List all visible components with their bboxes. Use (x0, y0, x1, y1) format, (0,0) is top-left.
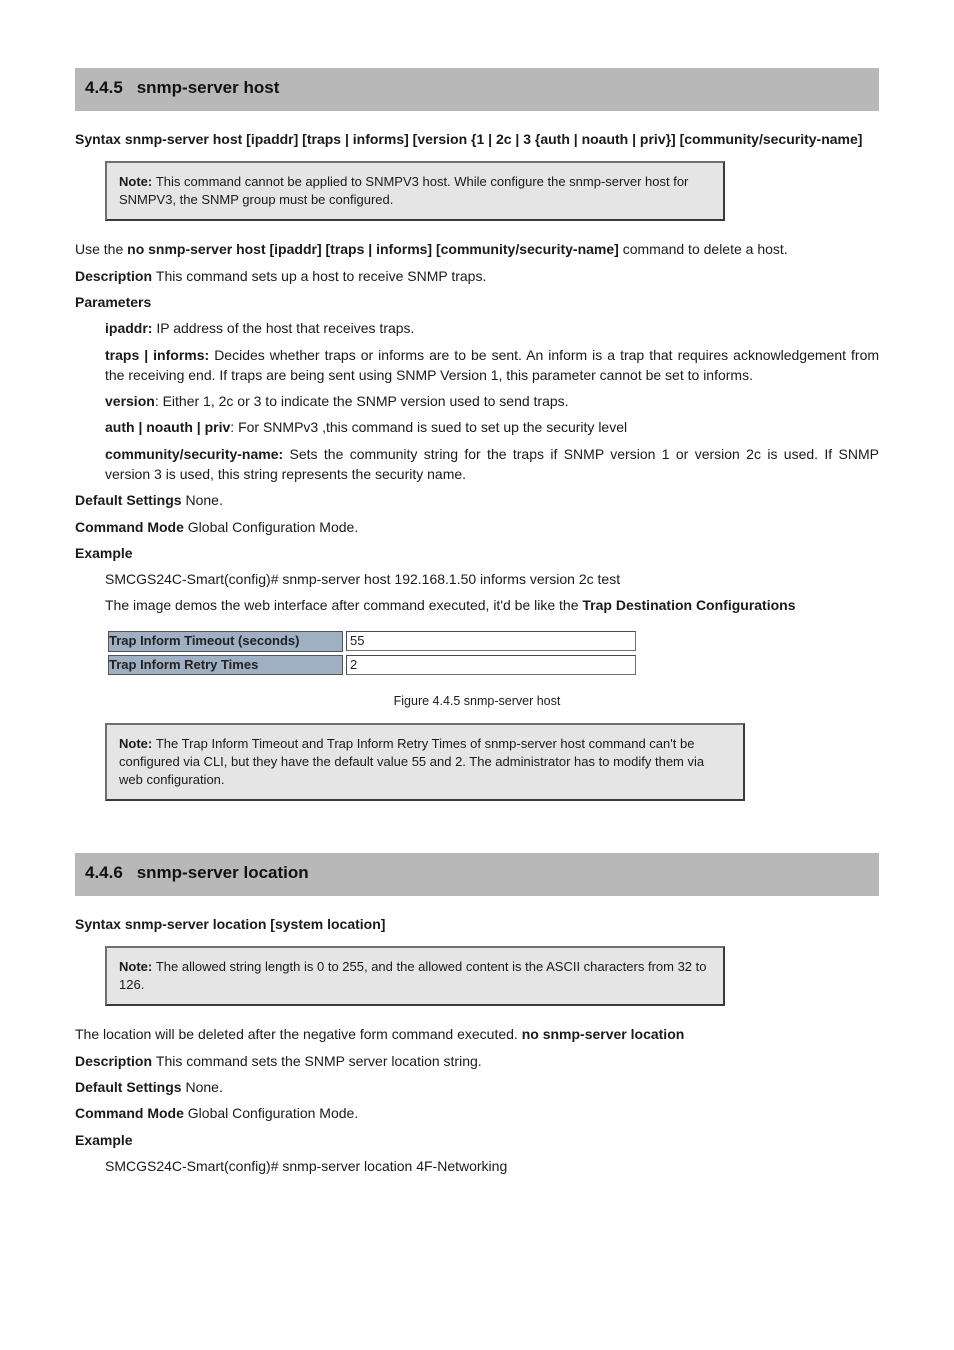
example-cmd-location: SMCGS24C-Smart(config)# snmp-server loca… (105, 1156, 879, 1176)
param-text: For SNMPv3 ,this command is sued to set … (238, 419, 627, 435)
param-label: ipaddr: (105, 320, 152, 336)
removal-line-host: Use the no snmp-server host [ipaddr] [tr… (75, 239, 879, 259)
defaults-line-host: Default Settings None. (75, 490, 879, 510)
param-traps-informs: traps | informs: Decides whether traps o… (105, 345, 879, 386)
figure-caption-host: Figure 4.4.5 snmp-server host (75, 692, 879, 710)
example-cmd-host: SMCGS24C-Smart(config)# snmp-server host… (105, 569, 879, 589)
section-number: 4.4.5 (85, 78, 123, 97)
defaults-text: None. (185, 492, 222, 508)
example-heading-host: Example (75, 543, 879, 563)
param-text: Decides whether traps or informs are to … (105, 347, 879, 383)
note2-text: The Trap Inform Timeout and Trap Inform … (119, 736, 704, 787)
param-auth: auth | noauth | priv: For SNMPv3 ,this c… (105, 417, 879, 437)
mode-text: Global Configuration Mode. (188, 519, 358, 535)
param-community: community/security-name: Sets the commun… (105, 444, 879, 485)
note-box-host-2: Note: The Trap Inform Timeout and Trap I… (105, 723, 745, 802)
param-label: traps | informs: (105, 347, 209, 363)
defaults-text: None. (185, 1079, 222, 1095)
table-row: Trap Inform Retry Times (108, 655, 636, 676)
note-text: This command cannot be applied to SNMPV3… (119, 174, 688, 207)
mode-line-host: Command Mode Global Configuration Mode. (75, 517, 879, 537)
syntax-text: snmp-server host [ipaddr] [traps | infor… (125, 131, 863, 147)
trap-inform-table: Trap Inform Timeout (seconds) Trap Infor… (105, 628, 639, 679)
param-ipaddr: ipaddr: IP address of the host that rece… (105, 318, 879, 338)
note-box-location: Note: The allowed string length is 0 to … (105, 946, 725, 1006)
removal-syntax: no snmp-server host [ipaddr] [traps | in… (127, 241, 619, 257)
description-text: This command sets up a host to receive S… (156, 268, 486, 284)
section-number: 4.4.6 (85, 863, 123, 882)
section-title: snmp-server location (137, 863, 309, 882)
trap-timeout-label: Trap Inform Timeout (seconds) (108, 631, 343, 652)
trap-retry-input[interactable] (346, 655, 636, 675)
parameters-heading: Parameters (75, 292, 879, 312)
syntax-line-host: Syntax snmp-server host [ipaddr] [traps … (75, 129, 879, 149)
description-line-location: Description This command sets the SNMP s… (75, 1051, 879, 1071)
table-row: Trap Inform Timeout (seconds) (108, 631, 636, 652)
parameters-block: ipaddr: IP address of the host that rece… (105, 318, 879, 484)
syntax-line-location: Syntax snmp-server location [system loca… (75, 914, 879, 934)
trap-timeout-input[interactable] (346, 631, 636, 651)
param-label: auth | noauth | priv (105, 419, 230, 435)
param-version: version: Either 1, 2c or 3 to indicate t… (105, 391, 879, 411)
param-text: Either 1, 2c or 3 to indicate the SNMP v… (163, 393, 569, 409)
section-title: snmp-server host (137, 78, 280, 97)
section-header-location: 4.4.6 snmp-server location (75, 853, 879, 896)
removal-line-location: The location will be deleted after the n… (75, 1024, 879, 1044)
example-heading-location: Example (75, 1130, 879, 1150)
defaults-line-location: Default Settings None. (75, 1077, 879, 1097)
section-header-host: 4.4.5 snmp-server host (75, 68, 879, 111)
mode-text: Global Configuration Mode. (188, 1105, 358, 1121)
trap-timeout-cell (346, 631, 636, 652)
removal-syntax: no snmp-server location (522, 1026, 685, 1042)
example-block-location: SMCGS24C-Smart(config)# snmp-server loca… (105, 1156, 879, 1176)
trap-dest-link: Trap Destination Configurations (582, 597, 795, 613)
trap-retry-cell (346, 655, 636, 676)
param-label: community/security-name: (105, 446, 283, 462)
description-line-host: Description This command sets up a host … (75, 266, 879, 286)
page-root: 4.4.5 snmp-server host Syntax snmp-serve… (0, 0, 954, 1350)
spacer (75, 819, 879, 845)
param-text: IP address of the host that receives tra… (156, 320, 414, 336)
trap-retry-label: Trap Inform Retry Times (108, 655, 343, 676)
note-box-host-1: Note: This command cannot be applied to … (105, 161, 725, 221)
syntax-text: snmp-server location [system location] (125, 916, 386, 932)
description-text: This command sets the SNMP server locati… (156, 1053, 482, 1069)
note-text: The allowed string length is 0 to 255, a… (119, 959, 707, 992)
param-label: version (105, 393, 155, 409)
example-desc-host: The image demos the web interface after … (105, 595, 879, 615)
mode-line-location: Command Mode Global Configuration Mode. (75, 1103, 879, 1123)
example-block-host: SMCGS24C-Smart(config)# snmp-server host… (105, 569, 879, 616)
